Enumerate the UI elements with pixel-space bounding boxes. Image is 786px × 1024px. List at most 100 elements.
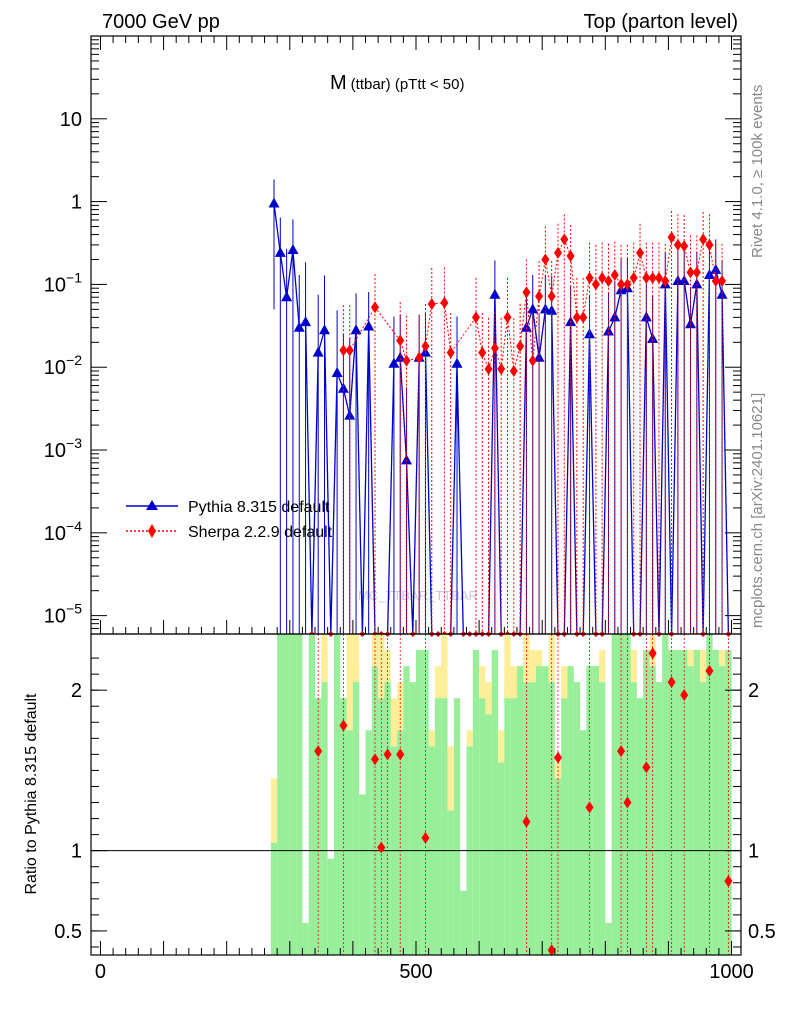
pythia-point <box>331 367 343 378</box>
watermark: MC_TTBAR_TTBAR <box>358 588 478 603</box>
ratio-band-green <box>346 714 353 955</box>
y-tick-label: 10−1 <box>44 269 82 296</box>
mcplots-label: mcplots.cern.ch [arXiv:2401.10621] <box>749 393 766 628</box>
sherpa-point <box>604 274 613 287</box>
ratio-band-green <box>504 682 511 955</box>
sherpa-point <box>598 271 607 284</box>
chart-title-sub: (ttbar) (pTtt < 50) <box>351 76 465 93</box>
ratio-band-green <box>296 634 303 955</box>
ratio-point <box>339 719 348 732</box>
sherpa-point <box>421 340 430 353</box>
sherpa-point <box>610 268 619 281</box>
ratio-band-green <box>479 698 486 955</box>
ratio-point <box>377 841 386 854</box>
sherpa-point <box>370 301 379 314</box>
ratio-band-yellow <box>466 730 473 747</box>
sherpa-point <box>686 266 695 279</box>
ratio-band-green <box>662 634 669 955</box>
ratio-band-yellow <box>441 634 448 699</box>
ratio-band-green <box>302 922 309 955</box>
ratio-band-green <box>453 698 461 955</box>
ratio-band-green <box>441 650 448 955</box>
ratio-point <box>642 761 651 774</box>
pythia-point <box>520 321 532 332</box>
ratio-band-green <box>472 650 480 955</box>
legend-sherpa-label: Sherpa 2.2.9 default <box>188 524 333 541</box>
ratio-band-yellow <box>485 682 492 715</box>
ratio-point <box>421 831 430 844</box>
legend-pythia-label: Pythia 8.315 default <box>188 499 330 516</box>
ratio-band-green <box>573 682 581 955</box>
y-tick-label: 1 <box>71 192 82 214</box>
rivet-label: Rivet 4.1.0, ≥ 100k events <box>749 85 766 258</box>
ratio-y-tick-label-left: 2 <box>71 680 82 702</box>
ratio-band-yellow <box>270 778 278 843</box>
sherpa-point <box>484 363 493 376</box>
ratio-band-green <box>605 922 612 955</box>
y-tick-label: 10 <box>60 109 82 131</box>
ratio-band-yellow <box>346 634 353 731</box>
ratio-point <box>396 748 405 761</box>
header-right: Top (parton level) <box>583 11 738 33</box>
sherpa-point <box>623 278 632 291</box>
ratio-band-yellow <box>447 746 454 811</box>
ratio-band-green <box>327 858 334 955</box>
sherpa-point <box>415 351 424 364</box>
ratio-band-yellow <box>699 650 707 683</box>
ratio-band-green <box>308 634 316 955</box>
sherpa-point <box>490 342 499 355</box>
ratio-y-tick-label-left: 1 <box>71 841 82 863</box>
sherpa-point <box>509 365 518 378</box>
ratio-band-green <box>485 714 492 955</box>
pythia-point <box>300 316 312 327</box>
ratio-band-green <box>567 666 574 955</box>
ratio-band-yellow <box>504 634 511 699</box>
ratio-band-green <box>599 682 606 955</box>
ratio-band-green <box>699 682 707 955</box>
pythia-point <box>363 320 375 331</box>
ratio-plot-content <box>91 634 741 957</box>
pythia-point <box>691 278 703 289</box>
pythia-point <box>533 351 545 362</box>
sherpa-point <box>579 311 588 324</box>
sherpa-point <box>673 238 682 251</box>
y-tick-label: 10−5 <box>44 601 82 628</box>
sherpa-point <box>692 266 701 279</box>
ratio-band-green <box>491 650 499 955</box>
x-tick-label: 1000 <box>709 961 754 983</box>
top-frame <box>90 35 742 635</box>
ratio-band-green <box>687 666 694 955</box>
ratio-band-green <box>365 730 372 955</box>
pythia-point <box>685 318 697 329</box>
sherpa-point <box>345 344 354 357</box>
ratio-band-green <box>270 842 278 955</box>
pythia-point <box>451 357 463 368</box>
sherpa-point <box>585 271 594 284</box>
ratio-band-green <box>611 634 618 955</box>
ratio-point <box>648 647 657 660</box>
ratio-band-green <box>434 698 442 955</box>
sherpa-point <box>516 340 525 353</box>
ratio-band-green <box>693 650 700 955</box>
sherpa-point <box>680 240 689 253</box>
ratio-point <box>370 753 379 766</box>
pythia-point <box>337 382 349 393</box>
pythia-point <box>274 246 286 257</box>
x-tick-label: 0 <box>95 961 106 983</box>
ratio-band-yellow <box>561 666 568 699</box>
sherpa-point <box>711 274 720 287</box>
legend-sherpa-marker <box>148 524 156 538</box>
sherpa-point <box>440 296 449 309</box>
sherpa-point <box>541 253 550 266</box>
ratio-point <box>724 875 733 888</box>
pythia-point <box>388 357 400 368</box>
sherpa-point <box>339 344 348 357</box>
ratio-point <box>705 664 714 677</box>
y-tick-label: 10−4 <box>44 518 82 545</box>
sherpa-point <box>572 311 581 324</box>
y-tick-label: 10−2 <box>44 352 82 379</box>
pythia-point <box>584 328 596 339</box>
ratio-band-yellow <box>510 666 517 699</box>
ratio-band-green <box>403 666 410 955</box>
